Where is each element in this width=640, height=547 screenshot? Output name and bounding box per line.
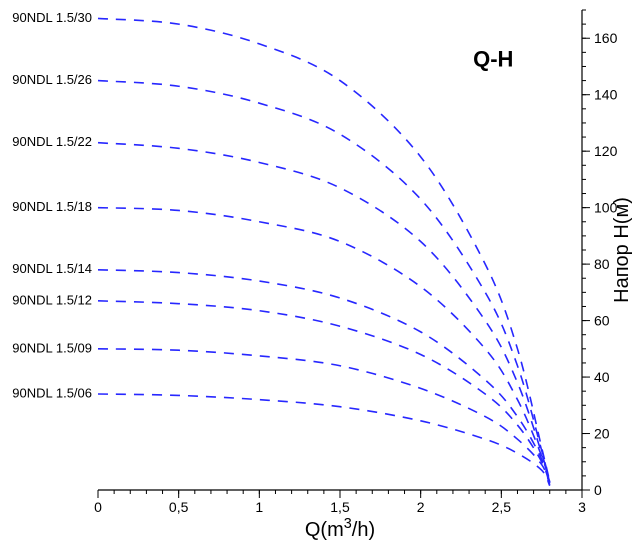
series-curve (98, 208, 550, 484)
series-label: 90NDL 1.5/22 (12, 134, 92, 149)
series-label: 90NDL 1.5/12 (12, 292, 92, 307)
y-tick-label: 40 (594, 369, 610, 385)
series-label: 90NDL 1.5/30 (12, 10, 92, 25)
y-tick-label: 60 (594, 313, 610, 329)
series-label: 90NDL 1.5/26 (12, 72, 92, 87)
y-tick-label: 140 (594, 87, 618, 103)
x-tick-label: 2,5 (492, 499, 512, 515)
series-curve (98, 81, 550, 483)
series-curve (98, 301, 550, 485)
qh-chart: 00,511,522,53020406080100120140160Q(m3/h… (0, 0, 640, 547)
x-tick-label: 2 (417, 499, 425, 515)
series-label: 90NDL 1.5/09 (12, 340, 92, 355)
y-tick-label: 0 (594, 482, 602, 498)
qh-label: Q-H (473, 46, 513, 71)
x-axis-label: Q(m3/h) (305, 516, 375, 541)
y-tick-label: 160 (594, 30, 618, 46)
y-tick-label: 80 (594, 256, 610, 272)
x-tick-label: 1,5 (330, 499, 350, 515)
series-curve (98, 394, 550, 486)
x-tick-label: 0 (94, 499, 102, 515)
chart-svg: 00,511,522,53020406080100120140160Q(m3/h… (0, 0, 640, 547)
series-label: 90NDL 1.5/18 (12, 199, 92, 214)
y-tick-label: 20 (594, 426, 610, 442)
series-curve (98, 349, 550, 485)
series-curve (98, 18, 550, 481)
x-tick-label: 1 (255, 499, 263, 515)
series-label: 90NDL 1.5/14 (12, 261, 92, 276)
y-axis-label: Напор Н(м) (611, 197, 633, 303)
series-curve (98, 270, 550, 484)
series-curve (98, 143, 550, 483)
y-tick-label: 120 (594, 143, 618, 159)
series-label: 90NDL 1.5/06 (12, 385, 92, 400)
x-tick-label: 3 (578, 499, 586, 515)
x-tick-label: 0,5 (169, 499, 189, 515)
